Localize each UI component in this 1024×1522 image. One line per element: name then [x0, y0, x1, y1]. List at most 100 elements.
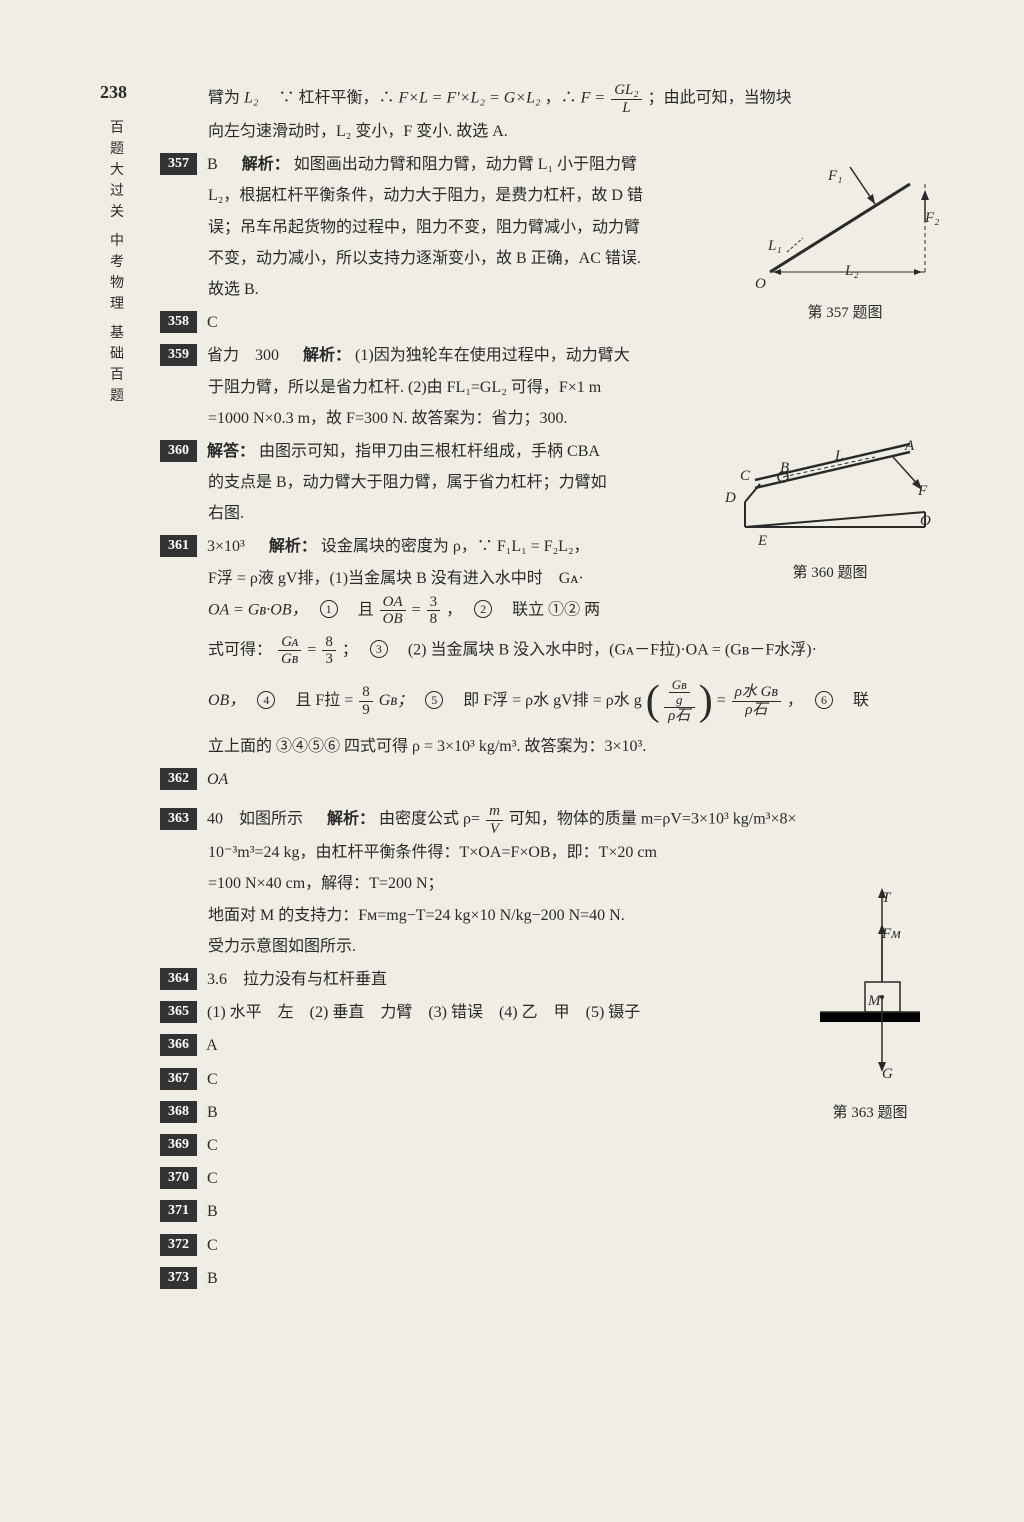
lbl-T: T — [882, 884, 890, 913]
sidebar-char: 百 — [108, 118, 126, 139]
fraction: ρ水 Gʙ ρ石 — [732, 684, 781, 718]
text: 且 F拉 = — [279, 692, 357, 709]
question-number: 373 — [160, 1267, 197, 1289]
bracket-left: ( — [646, 685, 660, 719]
eq: = — [412, 601, 425, 618]
text: OA = Gʙ·OB， — [208, 601, 316, 618]
question-number: 360 — [160, 440, 197, 462]
sidebar-char: 题 — [108, 386, 126, 407]
fraction: OA OB — [380, 594, 406, 628]
fraction: 8 9 — [359, 684, 373, 718]
answer: C — [207, 1137, 218, 1154]
nested-frac: Gʙ g ρ石 — [664, 678, 695, 725]
q361: 361 3×10³ 解析： 设金属块的密度为 ρ，∵ F₁L₁ = F₂L₂， … — [160, 531, 930, 762]
question-number: 363 — [160, 808, 197, 830]
text: 且 — [342, 601, 374, 618]
label: 解答： — [207, 443, 255, 460]
answer: 省力 300 — [207, 347, 279, 364]
frac-den: L — [611, 100, 641, 117]
lbl-C: C — [740, 462, 750, 491]
question-number: 372 — [160, 1234, 197, 1256]
frac-den: 8 — [427, 611, 441, 628]
q371: 371 B — [160, 1196, 930, 1227]
text: ∵ 杠杆平衡，∴ — [262, 90, 398, 107]
answer: C — [207, 1170, 218, 1187]
circled-4: 4 — [257, 691, 275, 709]
text: ， — [787, 692, 811, 709]
lbl-L2: L₂ — [845, 257, 859, 286]
lbl-L1: L₁ — [768, 232, 782, 261]
lbl-D: D — [725, 484, 736, 513]
sidebar-char: 物 — [108, 273, 126, 294]
frac-num: OA — [380, 594, 406, 612]
sidebar-char: 考 — [108, 252, 126, 273]
text: OB， — [208, 692, 253, 709]
sidebar-char: 大 — [108, 160, 126, 181]
sidebar-gap — [108, 223, 126, 231]
frac-num: 3 — [427, 594, 441, 612]
top: Gʙ g — [664, 678, 695, 709]
sidebar-char: 中 — [108, 231, 126, 252]
text: 10⁻³m³=24 kg，由杠杆平衡条件得：T×OA=F×OB，即：T×20 c… — [160, 837, 930, 868]
text: ； — [342, 641, 366, 658]
text: 立上面的 ③④⑤⑥ 四式可得 ρ = 3×10³ kg/m³. 故答案为：3×1… — [160, 731, 930, 762]
text: 式可得： — [208, 641, 272, 658]
text: 由图示可知，指甲刀由三根杠杆组成，手柄 CBA — [259, 443, 600, 460]
frac-num: Gʙ — [669, 678, 690, 693]
label: 解析： — [327, 811, 375, 828]
line: OB， 4 且 F拉 = 8 9 Gʙ； 5 即 F浮 = ρ水 gV排 = ρ… — [160, 678, 930, 725]
answer: B — [207, 1104, 218, 1121]
q359: 359 省力 300 解析： (1)因为独轮车在使用过程中，动力臂大 于阻力臂，… — [160, 340, 930, 434]
text: 联 — [837, 692, 869, 709]
eq: = — [307, 641, 320, 658]
q365: 365 (1) 水平 左 (2) 垂直 力臂 (3) 错误 (4) 乙 甲 (5… — [160, 997, 930, 1028]
frac-den: OB — [380, 611, 406, 628]
frac-num: ρ水 Gʙ — [732, 684, 781, 702]
sidebar-char: 过 — [108, 181, 126, 202]
text: 可知，物体的质量 m=ρV=3×10³ kg/m³×8× — [509, 811, 797, 828]
text: ， — [446, 601, 470, 618]
text: 臂为 — [208, 90, 244, 107]
fraction: 8 3 — [322, 634, 336, 668]
var-L2: L₂ — [244, 90, 258, 107]
answer: A — [206, 1037, 218, 1054]
label: 解析： — [269, 538, 317, 555]
lbl-F: F — [918, 477, 927, 506]
answer: 3×10³ — [207, 538, 245, 555]
text: 如图画出动力臂和阻力臂，动力臂 L₁ 小于阻力臂 — [294, 156, 637, 173]
answer: OA — [207, 771, 228, 788]
q358: 358 C — [160, 307, 930, 338]
lbl-F2: F₂ — [925, 204, 939, 233]
q362: 362 OA — [160, 764, 930, 795]
sidebar-char: 关 — [108, 202, 126, 223]
lbl-A: A — [905, 432, 914, 461]
text: (2) 当金属块 B 没入水中时，(Gᴀ－F拉)·OA = (Gʙ－F水浮)· — [392, 641, 817, 658]
line: OA = Gʙ·OB， 1 且 OA OB = 3 8 ， 2 联立 ①② 两 — [160, 594, 930, 628]
q366: 366 A — [160, 1030, 930, 1061]
fraction: 3 8 — [427, 594, 441, 628]
answer: 3.6 拉力没有与杠杆垂直 — [207, 971, 387, 988]
question-number: 371 — [160, 1200, 197, 1222]
label: 解析： — [303, 347, 351, 364]
sidebar-char: 百 — [108, 365, 126, 386]
circled-6: 6 — [815, 691, 833, 709]
question-number: 366 — [160, 1034, 197, 1056]
figure-360-svg — [725, 432, 935, 542]
intro-line1: 臂为 L₂ ∵ 杠杆平衡，∴ F×L = F′×L₂ = G×L₂ ，∴ F =… — [160, 82, 930, 116]
circled-3: 3 — [370, 640, 388, 658]
question-number: 365 — [160, 1001, 197, 1023]
question-number: 362 — [160, 768, 197, 790]
sidebar-char: 理 — [108, 294, 126, 315]
frac-num: 8 — [322, 634, 336, 652]
eq: = — [717, 692, 730, 709]
question-number: 369 — [160, 1134, 197, 1156]
intro-block: 臂为 L₂ ∵ 杠杆平衡，∴ F×L = F′×L₂ = G×L₂ ，∴ F =… — [160, 82, 930, 147]
question-number: 361 — [160, 535, 197, 557]
frac-den: ρ石 — [732, 702, 781, 719]
text: 于阻力臂，所以是省力杠杆. (2)由 FL₁=GL₂ 可得，F×1 m — [160, 372, 930, 403]
eq: F×L = F′×L₂ = G×L₂ — [399, 90, 541, 107]
lbl-F1: F₁ — [828, 162, 842, 191]
lbl-FM: Fᴍ — [882, 920, 900, 949]
fraction: Gᴀ Gʙ — [278, 634, 301, 668]
answer: B — [207, 1203, 218, 1220]
